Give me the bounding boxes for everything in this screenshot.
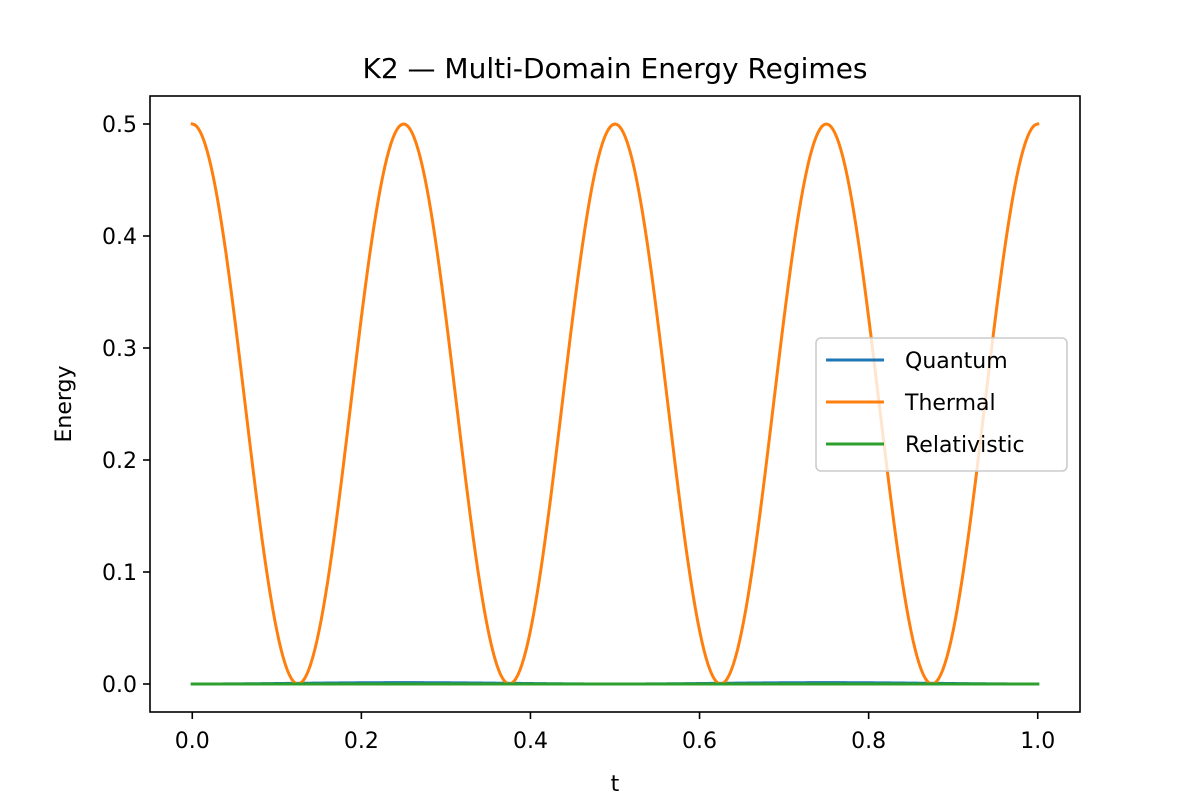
y-tick-label: 0.3 [102,337,137,362]
y-axis-label: Energy [52,365,77,442]
y-tick-label: 0.0 [102,673,137,698]
legend-label-quantum: Quantum [905,349,1008,374]
series-layer [190,122,1040,686]
plot-area-frame [149,95,1081,713]
x-tick-label: 1.0 [1020,729,1055,754]
legend: Quantum Thermal Relativistic [815,337,1068,472]
x-tick-label: 0.2 [344,729,379,754]
x-tick-label: 0.6 [682,729,717,754]
legend-label-relativistic: Relativistic [905,433,1025,458]
x-tick-label: 0.8 [851,729,886,754]
x-axis: 0.0 0.2 0.4 0.6 0.8 1.0 [175,712,1055,754]
y-tick-label: 0.2 [102,449,137,474]
series-line-thermal [190,122,1040,686]
x-axis-label: t [611,772,620,797]
y-tick-label: 0.1 [102,561,137,586]
y-tick-label: 0.5 [102,113,137,138]
y-tick-label: 0.4 [102,225,137,250]
chart-title: K2 — Multi-Domain Energy Regimes [362,52,867,85]
y-axis: 0.0 0.1 0.2 0.3 0.4 0.5 [102,113,150,698]
legend-box [815,337,1068,472]
legend-label-thermal: Thermal [904,391,996,416]
x-tick-label: 0.0 [175,729,210,754]
x-tick-label: 0.4 [513,729,548,754]
